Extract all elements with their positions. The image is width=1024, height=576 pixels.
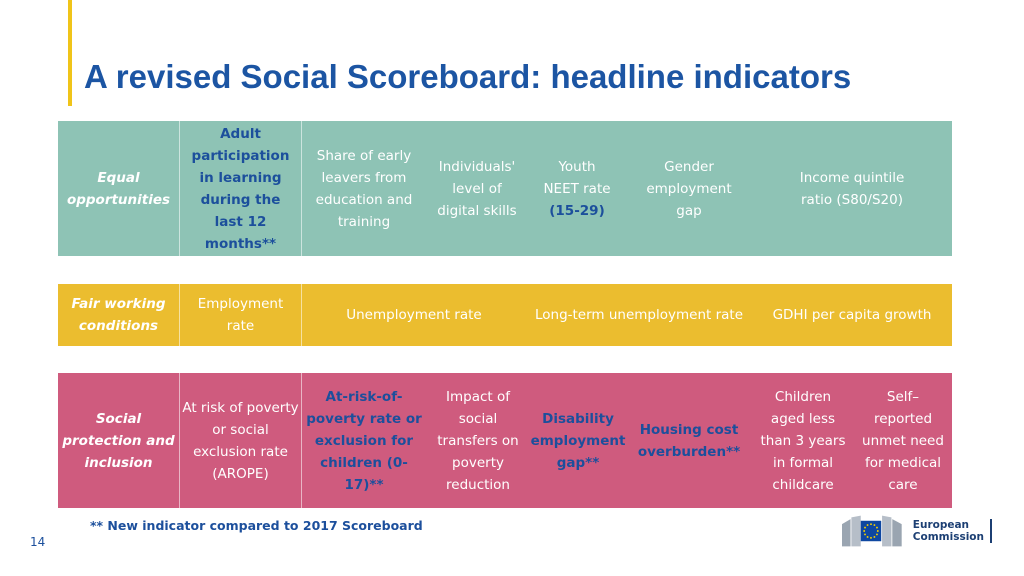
european-commission-logo: European Commission bbox=[842, 513, 992, 549]
indicator-gdhi-growth: GDHI per capita growth bbox=[772, 307, 932, 323]
indicator-formal-childcare: Children aged less than 3 years in forma… bbox=[760, 388, 846, 493]
category-fair-working-conditions: Fair working conditions bbox=[58, 284, 180, 346]
ec-wordmark-line1: European bbox=[912, 519, 970, 531]
category-equal-opportunities: Equal opportunities bbox=[58, 121, 180, 256]
indicator-arope: At risk of poverty or social exclusion r… bbox=[180, 373, 302, 508]
youth-neet-label: Youth NEET rate bbox=[543, 158, 611, 197]
indicator-housing-cost: Housing cost overburden** bbox=[637, 421, 741, 460]
page-title: A revised Social Scoreboard: headline in… bbox=[84, 58, 852, 95]
indicator-youth-neet: Youth NEET rate (15-29) bbox=[528, 121, 626, 256]
youth-neet-age: (15-29) bbox=[549, 202, 605, 219]
ec-wordmark-line2: Commission bbox=[912, 531, 984, 543]
ec-wordmark: European Commission bbox=[913, 519, 992, 543]
indicator-digital-skills: Individuals' level of digital skills bbox=[437, 158, 517, 219]
accent-bar bbox=[68, 0, 72, 106]
indicator-unmet-medical-need: Self–reported unmet need for medical car… bbox=[862, 388, 944, 493]
indicator-income-quintile-ratio: Income quintile ratio (S80/S20) bbox=[799, 169, 905, 208]
indicator-gender-employment-gap: Gender employment gap bbox=[646, 158, 732, 219]
indicator-employment-rate: Employment rate bbox=[180, 284, 302, 346]
indicator-adult-participation: Adult participation in learning during t… bbox=[180, 121, 302, 256]
category-social-protection: Social protection and inclusion bbox=[58, 373, 180, 508]
fair-working-conditions-band: Fair working conditions Employment rate … bbox=[58, 284, 952, 346]
page-number: 14 bbox=[30, 535, 46, 549]
indicator-early-leavers: Share of early leavers from education an… bbox=[315, 147, 413, 230]
indicator-disability-gap: Disability employment gap** bbox=[530, 410, 626, 471]
indicator-social-transfers: Impact of social transfers on poverty re… bbox=[437, 388, 519, 493]
indicator-unemployment-rate: Unemployment rate bbox=[346, 307, 482, 323]
equal-opportunities-band: Equal opportunities Adult participation … bbox=[58, 121, 952, 256]
social-protection-band: Social protection and inclusion At risk … bbox=[58, 373, 952, 508]
footnote: ** New indicator compared to 2017 Scoreb… bbox=[90, 518, 423, 533]
ec-building-icon bbox=[842, 515, 902, 547]
indicator-arope-children: At-risk-of-poverty rate or exclusion for… bbox=[306, 388, 422, 493]
indicator-long-term-unemployment: Long-term unemployment rate bbox=[534, 307, 744, 323]
